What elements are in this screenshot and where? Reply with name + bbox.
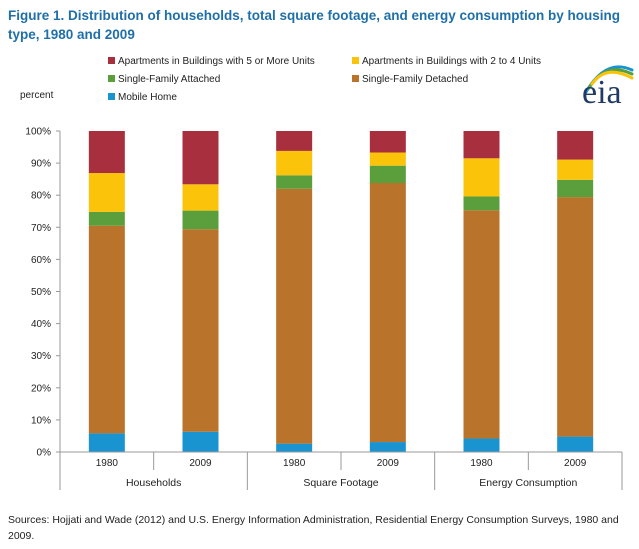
- legend-label-apartments-in-buildings-with-2-to-4-units: Apartments in Buildings with 2 to 4 Unit…: [362, 56, 541, 67]
- bar-segment-single-family-detached: [88, 225, 125, 434]
- x-category-label: 1980: [283, 458, 306, 469]
- legend-swatch-apartments-in-buildings-with-5-or-more-units: [108, 57, 115, 64]
- x-group-label-households: Households: [126, 477, 181, 489]
- bar-segment-single-family-detached: [463, 210, 500, 439]
- legend-label-mobile-home: Mobile Home: [118, 92, 177, 103]
- legend-label-single-family-detached: Single-Family Detached: [362, 74, 468, 85]
- bar-segment-mobile-home: [369, 442, 406, 452]
- bar-segment-apartments-in-buildings-with-5-or-more-units: [276, 131, 313, 151]
- bar-segment-single-family-attached: [463, 196, 500, 211]
- y-tick-label: 30%: [31, 351, 51, 362]
- x-category-label: 1980: [470, 458, 493, 469]
- bar-segment-apartments-in-buildings-with-5-or-more-units: [463, 131, 500, 159]
- legend-label-single-family-attached: Single-Family Attached: [118, 74, 220, 85]
- y-tick-label: 0%: [37, 448, 52, 459]
- y-axis-label: percent: [20, 90, 54, 101]
- bar-segment-apartments-in-buildings-with-2-to-4-units: [88, 173, 125, 212]
- y-tick-label: 90%: [31, 159, 51, 170]
- legend-swatch-apartments-in-buildings-with-2-to-4-units: [352, 57, 359, 64]
- y-axis-ticks: 0% 10% 20% 30% 40% 50% 60% 70% 80% 90% 100%: [25, 127, 61, 459]
- bar-segment-apartments-in-buildings-with-5-or-more-units: [369, 131, 406, 153]
- bar-segment-apartments-in-buildings-with-2-to-4-units: [182, 184, 219, 211]
- legend-swatch-mobile-home: [108, 93, 115, 100]
- logo-text: eia: [582, 74, 622, 111]
- legend-swatch-single-family-detached: [352, 75, 359, 82]
- legend-label-apartments-in-buildings-with-5-or-more-units: Apartments in Buildings with 5 or More U…: [118, 56, 315, 67]
- bar-segment-mobile-home: [88, 433, 125, 452]
- bar-segment-apartments-in-buildings-with-5-or-more-units: [557, 131, 594, 160]
- bar-segment-mobile-home: [557, 436, 594, 452]
- bars: [88, 131, 594, 452]
- x-category-label: 2009: [377, 458, 400, 469]
- bar-segment-mobile-home: [463, 438, 500, 452]
- y-tick-label: 40%: [31, 319, 51, 330]
- bar-segment-single-family-attached: [182, 210, 219, 230]
- legend: Apartments in Buildings with 5 or More U…: [108, 56, 541, 103]
- x-category-label: 2009: [564, 458, 587, 469]
- bar-segment-mobile-home: [276, 443, 313, 452]
- logo-arc: [590, 70, 634, 86]
- eia-logo: eia: [582, 65, 634, 111]
- y-tick-label: 100%: [25, 127, 51, 138]
- legend-swatch-single-family-attached: [108, 75, 115, 82]
- bar-segment-apartments-in-buildings-with-2-to-4-units: [276, 150, 313, 176]
- x-category-label: 2009: [189, 458, 212, 469]
- x-group-label-energy-consumption: Energy Consumption: [479, 477, 577, 489]
- bar-segment-single-family-attached: [557, 179, 594, 198]
- bar-segment-apartments-in-buildings-with-2-to-4-units: [557, 159, 594, 180]
- bar-segment-single-family-attached: [88, 211, 125, 226]
- bar-segment-apartments-in-buildings-with-5-or-more-units: [182, 131, 219, 185]
- source-note: Sources: Hojjati and Wade (2012) and U.S…: [8, 514, 619, 542]
- y-tick-label: 50%: [31, 287, 51, 298]
- bar-segment-apartments-in-buildings-with-2-to-4-units: [463, 158, 500, 197]
- bar-segment-apartments-in-buildings-with-2-to-4-units: [369, 152, 406, 166]
- bar-segment-mobile-home: [182, 431, 219, 452]
- bar-segment-single-family-detached: [182, 229, 219, 432]
- figure-title: Figure 1. Distribution of households, to…: [8, 8, 621, 42]
- bar-segment-single-family-attached: [276, 175, 313, 189]
- bar-segment-apartments-in-buildings-with-5-or-more-units: [88, 131, 125, 174]
- y-tick-label: 10%: [31, 415, 51, 426]
- bar-segment-single-family-attached: [369, 165, 406, 184]
- x-category-label: 1980: [96, 458, 119, 469]
- y-tick-label: 70%: [31, 223, 51, 234]
- x-axis: 1980 2009 1980 2009 1980 2009 Households Square…: [59, 451, 623, 490]
- y-tick-label: 20%: [31, 383, 51, 394]
- bar-segment-single-family-detached: [369, 183, 406, 443]
- bar-segment-single-family-detached: [557, 197, 594, 437]
- x-group-label-square-footage: Square Footage: [303, 477, 378, 489]
- bar-segment-single-family-detached: [276, 188, 313, 444]
- y-tick-label: 80%: [31, 191, 51, 202]
- y-tick-label: 60%: [31, 255, 51, 266]
